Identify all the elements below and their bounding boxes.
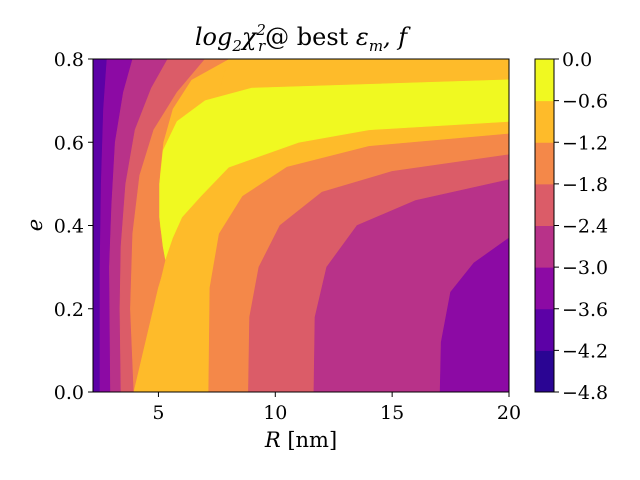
y-axis-label: e (23, 219, 47, 231)
colorbar-tick-label: −0.6 (562, 91, 608, 113)
x-axis-label: R [nm] (264, 428, 337, 452)
x-tick-label: 20 (497, 402, 521, 424)
colorbar-tick-label: −1.8 (562, 174, 608, 196)
contour-band (159, 79, 509, 260)
colorbar: −4.8 −4.2 −3.6 −3.0 −2.4 −1.8 −1.2 −0.6 0.0 (534, 49, 608, 404)
y-tick-label: 0.8 (54, 49, 84, 71)
y-tick-label: 0.6 (54, 132, 84, 154)
y-tick-label: 0.0 (54, 382, 84, 404)
colorbar-band (535, 100, 554, 143)
colorbar-tick-label: 0.0 (562, 49, 592, 71)
y-tick-label: 0.4 (54, 216, 84, 238)
colorbar-band (535, 350, 554, 393)
contour-band (130, 59, 230, 392)
x-tick-label: 10 (263, 402, 287, 424)
colorbar-band (535, 308, 554, 351)
colorbar-tick-label: −3.6 (562, 299, 608, 321)
x-tick-label: 15 (380, 402, 404, 424)
x-axis: 5 10 15 20 (152, 392, 521, 424)
y-axis: 0.0 0.2 0.4 0.6 0.8 (54, 49, 93, 404)
contour-band (439, 237, 509, 392)
colorbar-band (535, 142, 554, 185)
y-tick-label: 0.2 (54, 299, 84, 321)
chart-title: log2χ2 r@ best εm, f (195, 21, 411, 55)
colorbar-band (535, 267, 554, 310)
colorbar-band (535, 59, 554, 102)
colorbar-tick-label: −2.4 (562, 216, 608, 238)
x-tick-label: 5 (152, 402, 164, 424)
plot-area (92, 58, 510, 393)
colorbar-band (535, 183, 554, 226)
colorbar-band (535, 225, 554, 268)
colorbar-tick-label: −3.0 (562, 257, 608, 279)
colorbar-tick-label: −4.2 (562, 340, 608, 362)
colorbar-tick-label: −4.8 (562, 382, 608, 404)
colorbar-tick-label: −1.2 (562, 132, 608, 154)
